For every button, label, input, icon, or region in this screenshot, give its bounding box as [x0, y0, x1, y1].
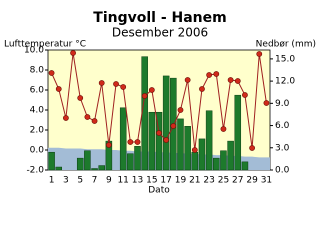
x-tick-label: 23: [203, 176, 214, 186]
y2-tick-label: 15.0: [275, 54, 295, 64]
x-tick-label: 31: [261, 176, 272, 186]
chart: Tingvoll - Hanem Desember 2006 Lufttempe…: [4, 10, 316, 196]
precip-bar: [213, 157, 220, 171]
x-tick-label: 13: [132, 176, 143, 186]
x-axis-title: Dato: [148, 186, 170, 196]
temp-marker: [134, 139, 141, 145]
y-tick-label: 4.0: [30, 106, 45, 116]
temp-marker: [127, 139, 134, 145]
y2-tick-label: 3.0: [275, 143, 290, 153]
temp-marker: [63, 115, 69, 121]
precip-bar: [155, 111, 163, 171]
x-tick-label: 7: [92, 176, 98, 186]
y2-tick-label: 9.0: [275, 99, 290, 109]
temp-marker: [263, 100, 270, 106]
precip-bar: [76, 157, 84, 171]
precip-bar: [241, 161, 249, 171]
x-tick-label: 1: [49, 176, 55, 186]
temp-marker: [184, 77, 191, 83]
precip-bar: [162, 75, 170, 171]
temp-marker: [55, 86, 62, 92]
temp-marker: [113, 81, 119, 87]
y-tick-label: -2.0: [26, 166, 44, 176]
temp-marker: [220, 126, 227, 132]
temp-marker: [249, 145, 255, 151]
precip-bar: [205, 110, 213, 171]
precip-bar: [227, 140, 234, 171]
x-tick-label: 17: [160, 176, 171, 186]
y-tick-label: 2.0: [30, 126, 45, 136]
x-tick-label: 19: [175, 176, 187, 186]
y-tick-label: 0.0: [30, 146, 45, 156]
x-tick-label: 27: [232, 176, 243, 186]
temp-marker: [141, 93, 148, 99]
precip-bar: [48, 151, 55, 171]
x-tick-label: 25: [218, 176, 229, 186]
chart-title: Tingvoll - Hanem: [93, 10, 226, 26]
precip-bar: [191, 151, 199, 171]
temp-marker: [227, 77, 234, 83]
temp-marker: [213, 71, 220, 77]
temp-marker: [242, 92, 248, 98]
precip-bar: [134, 146, 141, 171]
y2-axis-title: Nedbør (mm): [256, 40, 316, 50]
temp-marker: [170, 123, 177, 129]
x-tick-label: 3: [63, 176, 69, 186]
x-tick-label: 11: [117, 176, 128, 186]
temp-marker: [48, 70, 55, 76]
temp-marker: [163, 137, 170, 143]
precip-bar: [84, 150, 91, 171]
temp-marker: [98, 80, 105, 86]
precip-bar: [141, 56, 148, 171]
x-tick-label: 15: [146, 176, 157, 186]
temp-marker: [77, 95, 84, 101]
precip-bar: [184, 126, 191, 171]
temp-marker: [70, 50, 76, 56]
chart-subtitle: Desember 2006: [112, 26, 208, 40]
y-tick-label: 10.0: [24, 46, 44, 56]
x-tick-label: 5: [77, 176, 83, 186]
temp-marker: [234, 78, 241, 84]
precip-bar: [55, 166, 62, 171]
precip-bar: [220, 150, 227, 171]
y2-tick-label: 6.0: [275, 121, 290, 131]
temp-marker: [177, 107, 184, 113]
temp-marker: [256, 51, 263, 57]
precip-bar: [234, 94, 242, 171]
y-tick-label: 6.0: [30, 86, 45, 96]
precip-bar: [127, 153, 134, 171]
y2-tick-label: 0.0: [275, 166, 290, 176]
x-tick-label: 29: [246, 176, 258, 186]
temp-marker: [191, 147, 198, 153]
temp-marker: [120, 84, 127, 90]
temp-marker: [156, 130, 162, 136]
precip-bar: [177, 118, 184, 171]
temp-marker: [84, 114, 91, 120]
y-axis-title: Lufttemperatur °C: [4, 40, 86, 50]
x-tick-label: 9: [106, 176, 112, 186]
temp-marker: [91, 118, 98, 124]
y-tick-label: 8.0: [30, 66, 45, 76]
y2-tick-label: 12.0: [275, 77, 295, 87]
temp-marker: [199, 86, 205, 92]
precip-bar: [148, 111, 156, 171]
x-tick-label: 21: [189, 176, 200, 186]
precip-bar: [119, 107, 127, 171]
temp-marker: [105, 142, 112, 148]
precip-bar: [91, 168, 98, 171]
temp-marker: [206, 72, 213, 78]
temp-marker: [148, 87, 155, 93]
precip-bar: [98, 165, 105, 171]
precip-bar: [198, 138, 206, 171]
